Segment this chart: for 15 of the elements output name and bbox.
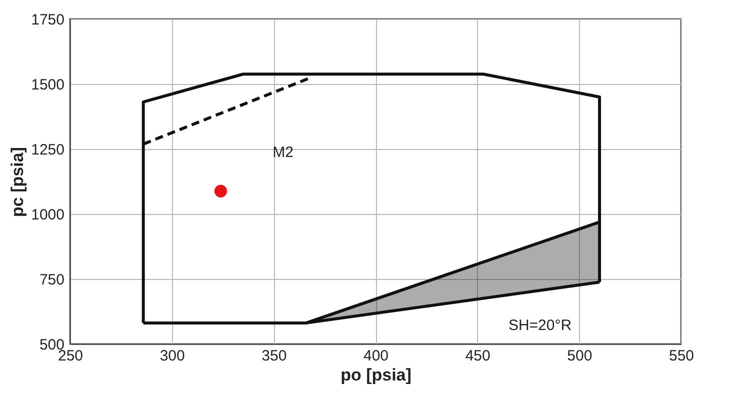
x-tick-label: 500 [567, 348, 592, 364]
y-tick-label: 1750 [31, 12, 64, 28]
x-tick-label: 350 [262, 348, 287, 364]
y-tick-label: 1250 [31, 142, 64, 158]
annotation: SH=20°R [508, 317, 572, 334]
annotation: M2 [272, 144, 294, 161]
y-tick-label: 750 [39, 272, 64, 288]
x-tick-label: 300 [160, 348, 185, 364]
x-axis-title: po [psia] [340, 366, 412, 384]
x-tick-label: 550 [668, 348, 694, 364]
y-tick-label: 1000 [31, 206, 64, 224]
x-tick-label: 400 [363, 348, 389, 364]
y-tick-label: 1500 [31, 76, 64, 94]
x-tick-label: 450 [465, 348, 490, 364]
y-axis-title: pc [psia] [8, 147, 28, 217]
